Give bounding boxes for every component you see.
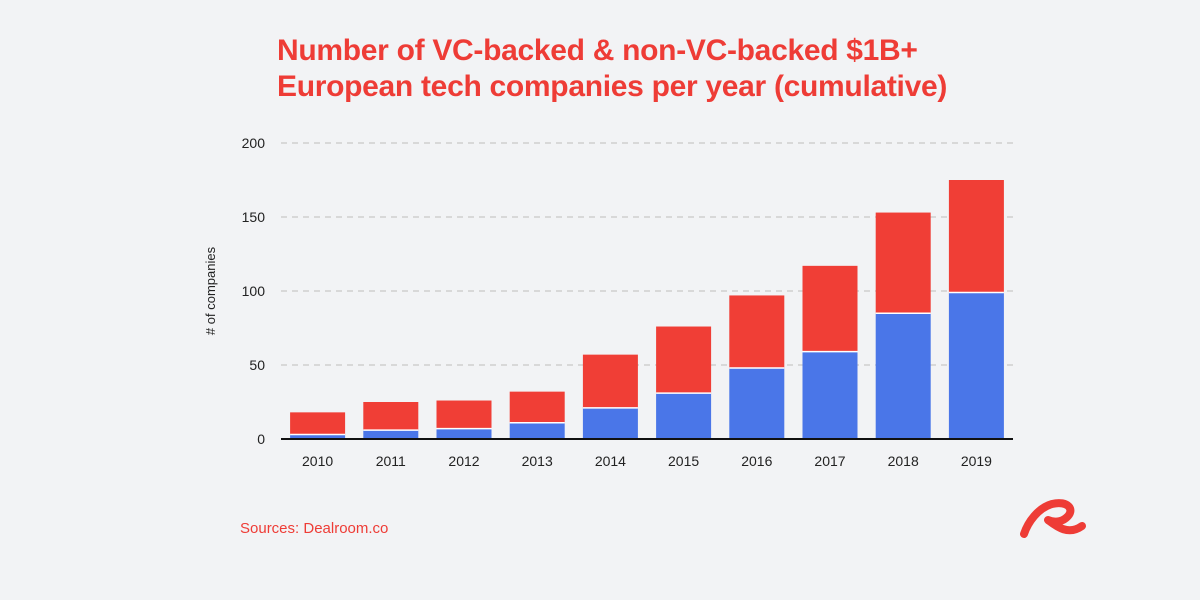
y-tick-label: 0 xyxy=(257,431,265,447)
bar-non-vc-backed-2010 xyxy=(290,412,346,435)
x-tick-label: 2017 xyxy=(814,453,845,469)
y-tick-label: 100 xyxy=(242,283,266,299)
source-note: Sources: Dealroom.co xyxy=(240,520,389,537)
bar-non-vc-backed-2012 xyxy=(436,400,492,429)
y-tick-label: 200 xyxy=(242,135,266,151)
bar-vc-backed-2010 xyxy=(290,434,346,439)
x-tick-label: 2011 xyxy=(376,453,406,469)
dealroom-logo-icon xyxy=(1020,499,1086,538)
bar-vc-backed-2013 xyxy=(509,422,565,439)
bar-non-vc-backed-2018 xyxy=(875,212,931,314)
bar-vc-backed-2016 xyxy=(729,367,785,439)
bar-non-vc-backed-2015 xyxy=(656,326,712,394)
y-axis-label: # of companies xyxy=(203,246,218,335)
bar-vc-backed-2011 xyxy=(363,430,419,439)
bar-vc-backed-2012 xyxy=(436,428,492,439)
x-tick-label: 2014 xyxy=(595,453,626,469)
bar-non-vc-backed-2017 xyxy=(802,265,858,352)
bar-vc-backed-2018 xyxy=(875,313,931,439)
bar-non-vc-backed-2016 xyxy=(729,295,785,368)
bar-vc-backed-2015 xyxy=(656,393,712,439)
x-tick-label: 2015 xyxy=(668,453,699,469)
chart-title-line-1: Number of VC-backed & non-VC-backed $1B+ xyxy=(277,34,918,67)
bar-vc-backed-2014 xyxy=(582,407,638,439)
bar-vc-backed-2017 xyxy=(802,351,858,439)
y-tick-label: 50 xyxy=(249,357,265,373)
x-tick-label: 2018 xyxy=(888,453,919,469)
x-tick-label: 2013 xyxy=(522,453,553,469)
bar-non-vc-backed-2014 xyxy=(582,354,638,408)
axes: 0 50 100 150 200 # of companies 2010 2011 2012 20… xyxy=(203,135,1013,469)
bar-non-vc-backed-2013 xyxy=(509,391,565,423)
bars xyxy=(290,180,1004,439)
bar-vc-backed-2019 xyxy=(948,292,1004,439)
x-tick-label: 2019 xyxy=(961,453,992,469)
bar-non-vc-backed-2011 xyxy=(363,402,419,431)
bar-non-vc-backed-2019 xyxy=(948,180,1004,293)
chart-title-line-2: European tech companies per year (cumula… xyxy=(277,70,948,103)
x-tick-label: 2012 xyxy=(448,453,479,469)
chart-title: Number of VC-backed & non-VC-backed $1B+… xyxy=(277,33,1037,105)
x-tick-label: 2010 xyxy=(302,453,333,469)
x-tick-label: 2016 xyxy=(741,453,772,469)
y-tick-label: 150 xyxy=(242,209,266,225)
